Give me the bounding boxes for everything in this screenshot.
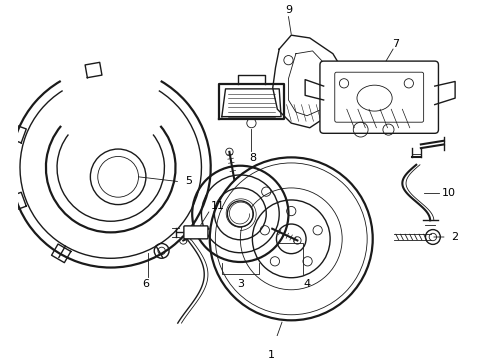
- Text: 5: 5: [184, 176, 191, 186]
- Text: 8: 8: [249, 153, 256, 163]
- Text: 9: 9: [285, 5, 291, 15]
- Text: 1: 1: [267, 351, 274, 360]
- FancyBboxPatch shape: [183, 226, 207, 239]
- Text: 2: 2: [450, 232, 458, 242]
- Text: 11: 11: [210, 202, 224, 211]
- Text: 7: 7: [391, 40, 399, 49]
- Circle shape: [227, 201, 253, 227]
- Text: 10: 10: [441, 188, 455, 198]
- Circle shape: [276, 224, 305, 254]
- Text: 6: 6: [142, 279, 149, 289]
- Text: 3: 3: [236, 279, 244, 289]
- FancyBboxPatch shape: [319, 61, 438, 133]
- Text: 4: 4: [303, 279, 310, 289]
